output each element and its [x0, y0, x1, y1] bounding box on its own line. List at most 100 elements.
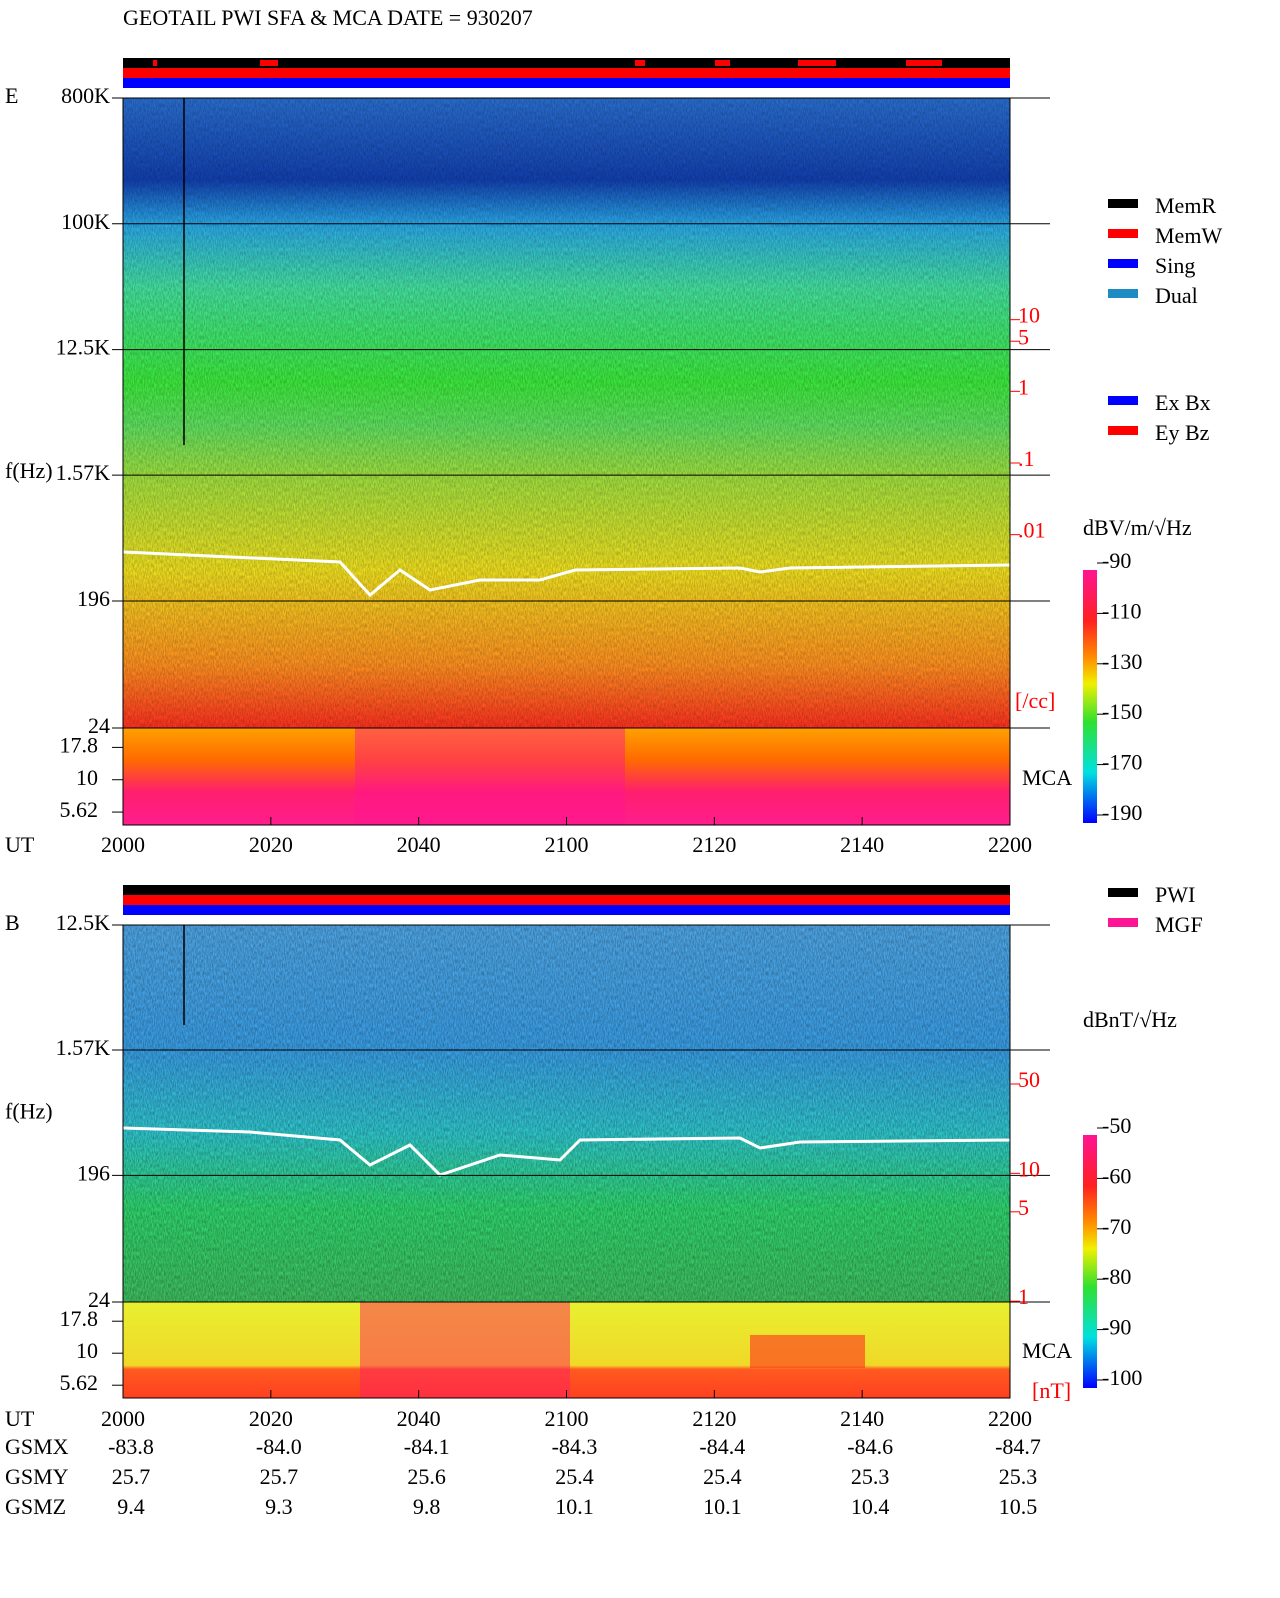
x-tick-label: 2200	[988, 832, 1032, 857]
orbit-value: -84.1	[404, 1434, 450, 1459]
mca-label: MCA	[1022, 765, 1072, 790]
legend-swatch	[1108, 888, 1138, 897]
orbit-value: 25.4	[555, 1464, 594, 1489]
legend-swatch	[1108, 918, 1138, 927]
colorbar-tick-label: -60	[1102, 1163, 1131, 1188]
y-tick-label: 196	[77, 586, 110, 611]
colorbar-tick-label: -50	[1102, 1113, 1131, 1138]
mca-tick-label: 17.8	[60, 1306, 99, 1331]
right-scale-label: 10	[1018, 1156, 1040, 1181]
orbit-value: 10.1	[703, 1494, 742, 1519]
mca-tick-label: 5.62	[60, 797, 99, 822]
orbit-value: -84.3	[552, 1434, 598, 1459]
right-scale-label: 1	[1018, 1284, 1029, 1309]
x-tick-label: 2020	[249, 832, 293, 857]
y-tick-label: 100K	[61, 209, 110, 234]
x-tick-label: 2200	[988, 1406, 1032, 1431]
right-scale-label: 10	[1018, 303, 1040, 328]
spectrogram-image	[122, 98, 1011, 1398]
x-tick-label: 2140	[840, 832, 884, 857]
legend-label: Ex Bx	[1155, 390, 1211, 415]
y-axis-label: f(Hz)	[5, 458, 53, 483]
orbit-value: 10.1	[555, 1494, 594, 1519]
panel-label: B	[5, 910, 20, 935]
orbit-value: 10.5	[999, 1494, 1038, 1519]
right-scale-unit: [nT]	[1032, 1378, 1071, 1403]
orbit-value: 9.8	[413, 1494, 441, 1519]
colorbar	[1083, 570, 1097, 823]
colorbar-tick-label: -110	[1102, 598, 1142, 623]
orbit-value: 25.4	[703, 1464, 742, 1489]
panel-label: E	[5, 83, 18, 108]
x-tick-label: 2120	[692, 832, 736, 857]
x-tick-label: 2000	[101, 1406, 145, 1431]
x-tick-label: 2100	[545, 832, 589, 857]
x-tick-label: 2040	[397, 832, 441, 857]
legend-label: Dual	[1155, 283, 1198, 308]
mca-tick-label: 10	[76, 765, 98, 790]
colorbar-tick-label: -80	[1102, 1264, 1131, 1289]
orbit-value: -84.7	[995, 1434, 1041, 1459]
orbit-value: 25.3	[999, 1464, 1038, 1489]
x-tick-label: 2000	[101, 832, 145, 857]
y-tick-label: 12.5K	[56, 335, 111, 360]
orbit-value: 9.4	[117, 1494, 145, 1519]
mca-tick-label: 10	[76, 1338, 98, 1363]
orbit-value: 25.7	[260, 1464, 299, 1489]
legend-swatch	[1108, 396, 1138, 405]
legend-label: Ey Bz	[1155, 420, 1210, 445]
orbit-value: 25.3	[851, 1464, 890, 1489]
colorbar-tick-label: -150	[1102, 699, 1142, 724]
orbit-value: 25.6	[407, 1464, 446, 1489]
right-scale-label: 1	[1018, 374, 1029, 399]
legend-swatch	[1108, 229, 1138, 238]
chart-title: GEOTAIL PWI SFA & MCA DATE = 930207	[123, 5, 533, 30]
orbit-row-label: GSMZ	[5, 1494, 66, 1519]
legend-label: Sing	[1155, 253, 1195, 278]
legend-swatch	[1108, 289, 1138, 298]
colorbar-tick-label: -70	[1102, 1214, 1131, 1239]
orbit-value: -84.0	[256, 1434, 302, 1459]
legend-label: PWI	[1155, 882, 1195, 907]
mca-tick-label: 17.8	[60, 732, 99, 757]
colorbar	[1083, 1135, 1097, 1388]
y-tick-label: 24	[88, 1287, 110, 1312]
colorbar-tick-label: -190	[1102, 800, 1142, 825]
colorbar-tick-label: -170	[1102, 750, 1142, 775]
legend-label: MGF	[1155, 912, 1203, 937]
x-tick-label: 2100	[545, 1406, 589, 1431]
legend-label: MemW	[1155, 223, 1222, 248]
x-axis-label: UT	[5, 1406, 35, 1431]
y-tick-label: 24	[88, 713, 110, 738]
colorbar-tick-label: -100	[1102, 1365, 1142, 1390]
right-scale-label: 50	[1018, 1067, 1040, 1092]
mca-tick-label: 5.62	[60, 1370, 99, 1395]
mca-label: MCA	[1022, 1338, 1072, 1363]
legend-swatch	[1108, 199, 1138, 208]
orbit-value: 10.4	[851, 1494, 890, 1519]
orbit-value: 25.7	[112, 1464, 151, 1489]
x-tick-label: 2140	[840, 1406, 884, 1431]
x-tick-label: 2040	[397, 1406, 441, 1431]
colorbar-tick-label: -90	[1102, 548, 1131, 573]
orbit-row-label: GSMY	[5, 1464, 69, 1489]
y-tick-label: 800K	[61, 83, 110, 108]
orbit-row-label: GSMX	[5, 1434, 69, 1459]
orbit-value: -83.8	[108, 1434, 154, 1459]
colorbar-label: dBnT/√Hz	[1083, 1007, 1177, 1032]
colorbar-tick-label: -130	[1102, 649, 1142, 674]
x-axis-label: UT	[5, 832, 35, 857]
orbit-value: -84.6	[847, 1434, 893, 1459]
colorbar-label: dBV/m/√Hz	[1083, 515, 1192, 540]
right-scale-label: 5	[1018, 324, 1029, 349]
status-bars	[123, 58, 1010, 915]
y-tick-label: 12.5K	[56, 910, 111, 935]
x-tick-label: 2120	[692, 1406, 736, 1431]
right-scale-unit: [/cc]	[1015, 688, 1055, 713]
y-tick-label: 1.57K	[56, 460, 111, 485]
y-tick-label: 1.57K	[56, 1035, 111, 1060]
right-scale-label: .1	[1018, 446, 1035, 471]
orbit-value: -84.4	[699, 1434, 745, 1459]
right-scale-label: 5	[1018, 1195, 1029, 1220]
